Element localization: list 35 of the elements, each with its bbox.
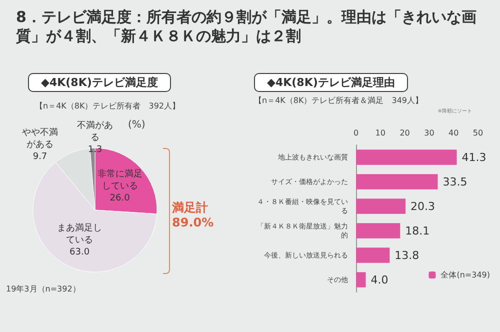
data-label: 20.3 [410,200,436,213]
data-label: 1.3 [88,145,102,155]
slice-label: 非常に満足している [97,168,142,192]
text: 19年3月（n=392） [6,284,80,294]
chart-subtitle: ◆4K(8K)テレビ満足度 [28,73,171,92]
legend-label: 全体(n=349) [440,270,490,280]
x-tick-label: 0 [353,128,359,138]
x-tick-label: 30 [424,128,434,138]
data-label: 9.7 [32,152,48,162]
bar [356,248,390,263]
x-tick-label: 10 [375,128,386,138]
bar [356,272,366,288]
slice-label: 不満がある [77,120,113,143]
bar [356,174,438,190]
x-tick-label: 20 [400,128,410,138]
text: (%) [128,120,146,130]
bar [356,223,400,238]
data-label: 63.0 [70,247,90,258]
data-label: 18.1 [405,224,430,238]
slice-label: まあ満足している [57,222,102,246]
data-label: 26.0 [110,194,130,204]
text: 8．テレビ満足度：所有者の約９割が「満足」。理由は「きれいな画質」が４割、「新４Ｋ８Ｋの魅力」は２割 [16,8,478,46]
x-tick-label: 40 [448,128,459,138]
bar [356,150,457,165]
bar [356,198,406,214]
data-label: 13.8 [394,248,420,262]
chart-subtitle: 【n＝4K（8K）テレビ所有者＆満足 349人】 [254,95,424,106]
data-label: 41.3 [462,150,486,164]
text: 【n＝4K（8K）テレビ所有者 392人】 [35,102,180,110]
chart-title: ◆4K(8K)テレビ満足理由 [254,73,408,92]
data-label: 33.5 [442,175,468,188]
x-tick-label: 50 [472,128,484,138]
slice-label: やや不満がある [22,127,58,150]
data-label: 4.0 [370,273,388,286]
text: 満足計 89.0% [171,200,214,230]
